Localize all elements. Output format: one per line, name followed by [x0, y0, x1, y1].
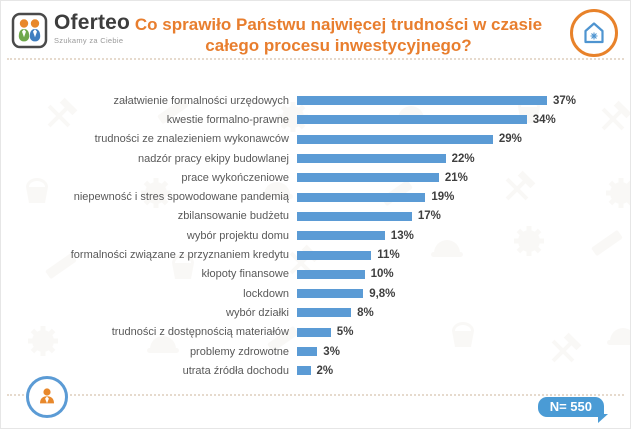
bar-label: wybór projektu domu — [186, 229, 289, 242]
bar-label: załatwienie formalności urzędowych — [113, 94, 289, 107]
bar-label: niepewność i stres spowodowane pandemią — [73, 191, 289, 204]
bar-row: załatwienie formalności urzędowych 37% — [13, 91, 622, 110]
bar-row: zbilansowanie budżetu 17% — [13, 207, 622, 226]
bar-row: trudności z dostępnością materiałów 5% — [13, 323, 622, 342]
bar-value: 11% — [377, 249, 400, 262]
bar-value: 10% — [370, 268, 394, 281]
bar-label: problemy zdrowotne — [189, 345, 289, 358]
bar-value: 34% — [532, 113, 556, 126]
bar-value: 29% — [498, 133, 522, 146]
bar-value: 8% — [357, 306, 374, 319]
bar — [297, 347, 318, 356]
bar-row: wybór projektu domu 13% — [13, 226, 622, 245]
bottom-divider — [7, 394, 624, 396]
bar-row: trudności ze znalezieniem wykonawców 29% — [13, 130, 622, 149]
bar-row: nadzór pracy ekipy budowlanej 22% — [13, 149, 622, 168]
bar-label: wybór działki — [226, 306, 289, 319]
oferteo-logo: Oferteo Szukamy za Ciebie — [11, 12, 130, 49]
bar-chart: załatwienie formalności urzędowych 37% k… — [13, 91, 622, 380]
bar — [297, 269, 365, 279]
bar-row: problemy zdrowotne 3% — [13, 342, 622, 361]
sample-size-badge: N= 550 — [537, 397, 609, 423]
bar-row: utrata źródła dochodu 2% — [13, 361, 622, 380]
bar-value: 17% — [417, 210, 441, 223]
bar-value: 22% — [451, 152, 475, 165]
bar-value: 19% — [431, 191, 455, 204]
bar-value: 2% — [316, 364, 334, 377]
bar — [297, 308, 352, 318]
bar-row: formalności związane z przyznaniem kredy… — [13, 245, 622, 264]
house-icon — [584, 22, 604, 44]
bar-value: 21% — [444, 171, 468, 184]
bar-value: 3% — [323, 345, 340, 358]
oferteo-logo-icon — [11, 12, 48, 49]
bar — [297, 211, 412, 221]
bar-value: 13% — [390, 229, 414, 242]
brand-tagline: Szukamy za Ciebie — [54, 36, 124, 45]
bar — [297, 327, 331, 337]
bar-label: trudności z dostępnością materiałów — [111, 326, 289, 339]
bar-label: formalności związane z przyznaniem kredy… — [70, 249, 289, 262]
page-title-line1: Co sprawiło Państwu najwięcej trudności … — [134, 15, 543, 34]
bar — [297, 192, 426, 202]
bar-value: 9,8% — [369, 287, 396, 300]
bar — [297, 289, 364, 299]
bar-label: kwestie formalno-prawne — [166, 113, 289, 126]
bar-row: niepewność i stres spowodowane pandemią … — [13, 187, 622, 206]
page-title: Co sprawiło Państwu najwięcej trudności … — [113, 14, 564, 56]
bar-row: lockdown 9,8% — [13, 284, 622, 303]
bar — [297, 366, 311, 376]
person-icon — [40, 388, 54, 404]
bar-label: nadzór pracy ekipy budowlanej — [137, 152, 289, 165]
bar-row: kwestie formalno-prawne 34% — [13, 110, 622, 129]
bar — [297, 96, 547, 106]
bar-row: kłopoty finansowe 10% — [13, 265, 622, 284]
brand-name: Oferteo — [54, 11, 131, 34]
bar-label: utrata źródła dochodu — [182, 364, 289, 377]
bar-label: prace wykończeniowe — [181, 171, 289, 184]
house-circle-badge — [570, 9, 618, 57]
bar-label: zbilansowanie budżetu — [177, 210, 289, 223]
person-circle-badge — [26, 376, 68, 418]
bar — [297, 154, 446, 164]
bar — [297, 134, 493, 144]
bar-row: wybór działki 8% — [13, 303, 622, 322]
bar-value: 5% — [336, 326, 354, 339]
page-title-line2: całego procesu inwestycyjnego? — [205, 36, 472, 55]
bar — [297, 250, 372, 260]
bar-label: kłopoty finansowe — [201, 268, 289, 281]
bar-label: lockdown — [243, 287, 289, 300]
bar-label: trudności ze znalezieniem wykonawców — [94, 133, 289, 146]
bar-row: prace wykończeniowe 21% — [13, 168, 622, 187]
header-divider — [7, 58, 624, 60]
bar — [297, 231, 385, 241]
bar-value: 37% — [553, 94, 577, 107]
bar — [297, 115, 527, 125]
bar — [297, 173, 439, 183]
